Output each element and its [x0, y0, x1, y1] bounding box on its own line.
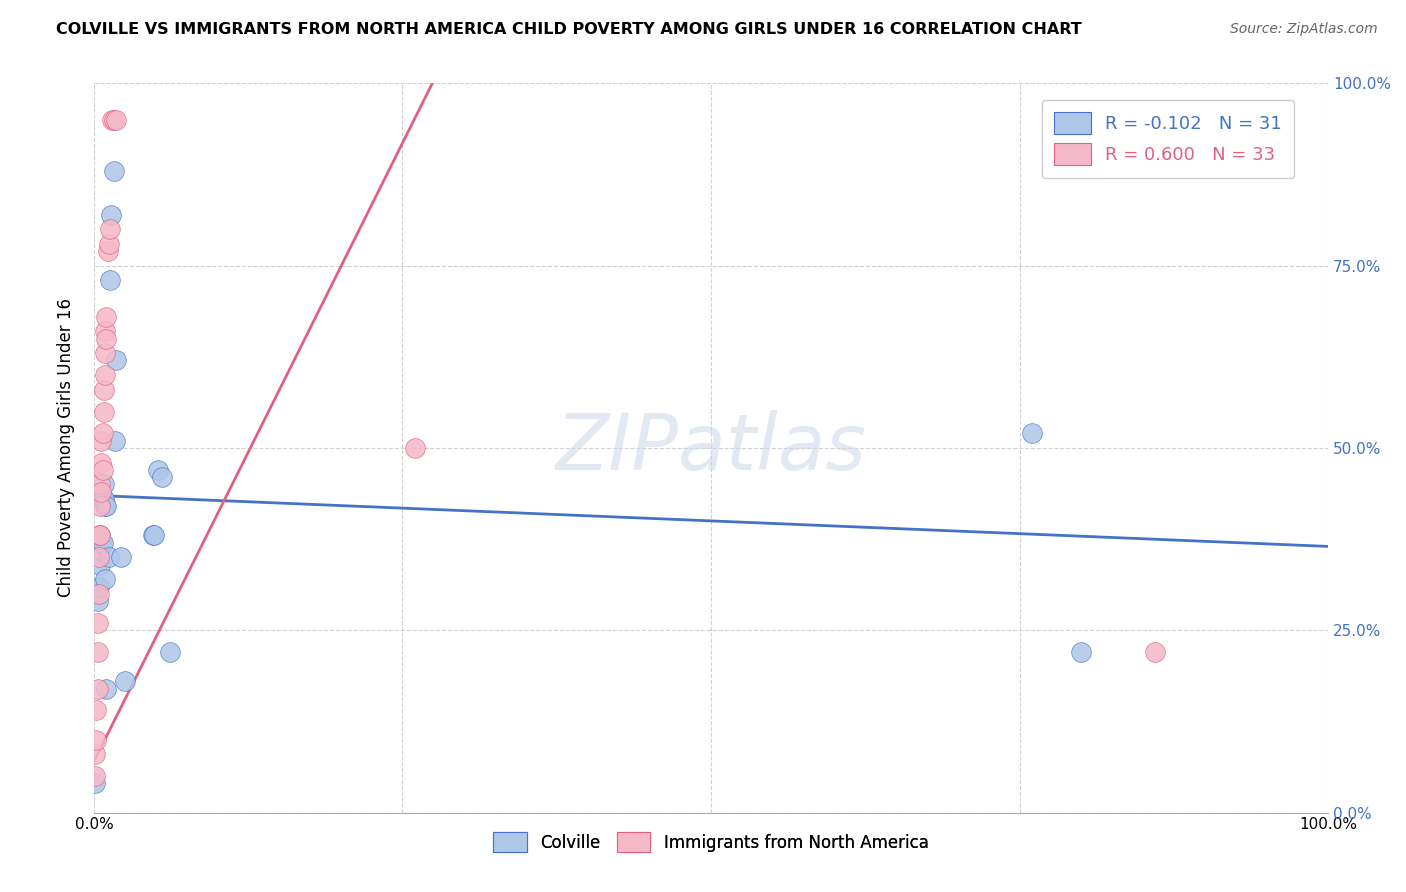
Point — [94, 500, 117, 514]
Point — [86, 703, 108, 717]
Point — [91, 491, 114, 506]
Point — [86, 732, 108, 747]
Point — [90, 434, 112, 448]
Point — [91, 426, 114, 441]
Y-axis label: Child Poverty Among Girls Under 16: Child Poverty Among Girls Under 16 — [58, 299, 75, 598]
Point — [89, 543, 111, 558]
Point — [404, 441, 426, 455]
Point — [96, 310, 118, 324]
Point — [93, 491, 115, 506]
Point — [94, 324, 117, 338]
Point — [87, 587, 110, 601]
Point — [100, 208, 122, 222]
Point — [90, 456, 112, 470]
Point — [94, 368, 117, 382]
Point — [84, 769, 107, 783]
Point — [98, 222, 121, 236]
Point — [86, 645, 108, 659]
Point — [87, 580, 110, 594]
Point — [150, 470, 173, 484]
Point — [1021, 426, 1043, 441]
Point — [86, 594, 108, 608]
Point — [110, 550, 132, 565]
Point — [84, 776, 107, 790]
Point — [96, 500, 118, 514]
Point — [96, 332, 118, 346]
Point — [97, 550, 120, 565]
Point — [1144, 645, 1167, 659]
Point — [87, 528, 110, 542]
Point — [94, 572, 117, 586]
Point — [90, 535, 112, 549]
Point — [84, 747, 107, 762]
Point — [97, 236, 120, 251]
Text: COLVILLE VS IMMIGRANTS FROM NORTH AMERICA CHILD POVERTY AMONG GIRLS UNDER 16 COR: COLVILLE VS IMMIGRANTS FROM NORTH AMERIC… — [56, 22, 1083, 37]
Point — [103, 164, 125, 178]
Point — [143, 528, 166, 542]
Point — [114, 674, 136, 689]
Point — [142, 528, 165, 542]
Legend: Colville, Immigrants from North America: Colville, Immigrants from North America — [486, 825, 935, 859]
Point — [98, 273, 121, 287]
Point — [91, 463, 114, 477]
Point — [93, 404, 115, 418]
Point — [104, 434, 127, 448]
Point — [101, 112, 124, 127]
Point — [86, 587, 108, 601]
Point — [89, 500, 111, 514]
Text: ZIPatlas: ZIPatlas — [555, 410, 866, 486]
Point — [105, 353, 128, 368]
Point — [91, 535, 114, 549]
Point — [105, 112, 128, 127]
Point — [96, 244, 118, 259]
Point — [103, 112, 125, 127]
Point — [93, 383, 115, 397]
Point — [159, 645, 181, 659]
Point — [90, 484, 112, 499]
Point — [86, 615, 108, 630]
Point — [86, 681, 108, 696]
Point — [1070, 645, 1092, 659]
Point — [89, 528, 111, 542]
Point — [94, 346, 117, 360]
Text: Source: ZipAtlas.com: Source: ZipAtlas.com — [1230, 22, 1378, 37]
Point — [93, 477, 115, 491]
Point — [87, 550, 110, 565]
Point — [89, 558, 111, 572]
Point — [96, 681, 118, 696]
Point — [89, 477, 111, 491]
Point — [89, 528, 111, 542]
Point — [146, 463, 169, 477]
